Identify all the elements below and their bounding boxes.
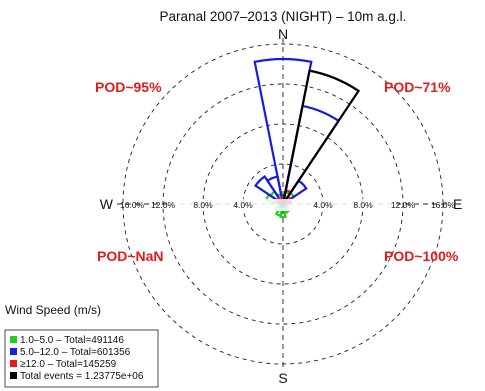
petal-series-2-dir-1 <box>281 104 341 205</box>
tick-left-16: 16.0% <box>120 200 145 210</box>
legend-swatch-black <box>10 372 17 379</box>
legend-box <box>4 329 159 388</box>
legend-swatch-green <box>10 336 17 343</box>
petal-series-2-dir-14 <box>254 175 284 205</box>
legend-swatch-blue <box>10 348 17 355</box>
tick-left-8: 8.0% <box>193 200 213 210</box>
pod-top-left: POD~95% <box>95 79 162 95</box>
legend-swatch-red <box>10 360 17 367</box>
petal-series-4-dir-1 <box>281 69 361 205</box>
tick-label-backdrop <box>169 199 397 211</box>
legend-entry-2: 5.0–12.0 – Total=601356 <box>20 347 131 358</box>
chart-title: Paranal 2007–2013 (NIGHT) – 10m a.g.l. <box>160 9 407 24</box>
tick-right-16: 16.0% <box>431 200 456 210</box>
petal-series-1-dir-9 <box>274 203 285 218</box>
tick-labels: 16.0% 12.0% 8.0% 4.0% 4.0% 8.0% 12.0% 16… <box>120 200 455 210</box>
legend-title: Wind Speed (m/s) <box>5 303 101 317</box>
legend-entry-4: Total events = 1.23775e+06 <box>20 371 144 382</box>
compass-north: N <box>278 26 288 42</box>
tick-right-4: 4.0% <box>313 200 333 210</box>
compass-south: S <box>278 370 287 386</box>
legend: Wind Speed (m/s) 1.0–5.0 – Total=491146 … <box>4 303 159 388</box>
tick-left-4: 4.0% <box>233 200 253 210</box>
pod-top-right: POD~71% <box>384 79 451 95</box>
compass-west: W <box>100 196 114 212</box>
legend-entry-3: ≥12.0 – Total=145259 <box>20 359 117 370</box>
petal-series-2-dir-15 <box>265 175 285 205</box>
petals-group <box>253 57 361 219</box>
pod-bottom-left: POD~NaN <box>97 248 164 264</box>
tick-left-12: 12.0% <box>151 200 176 210</box>
legend-entry-1: 1.0–5.0 – Total=491146 <box>20 335 124 346</box>
tick-right-8: 8.0% <box>353 200 373 210</box>
pod-bottom-right: POD~100% <box>384 248 459 264</box>
petal-series-2-dir-0 <box>253 57 313 205</box>
compass-east: E <box>453 196 462 212</box>
tick-right-12: 12.0% <box>391 200 416 210</box>
